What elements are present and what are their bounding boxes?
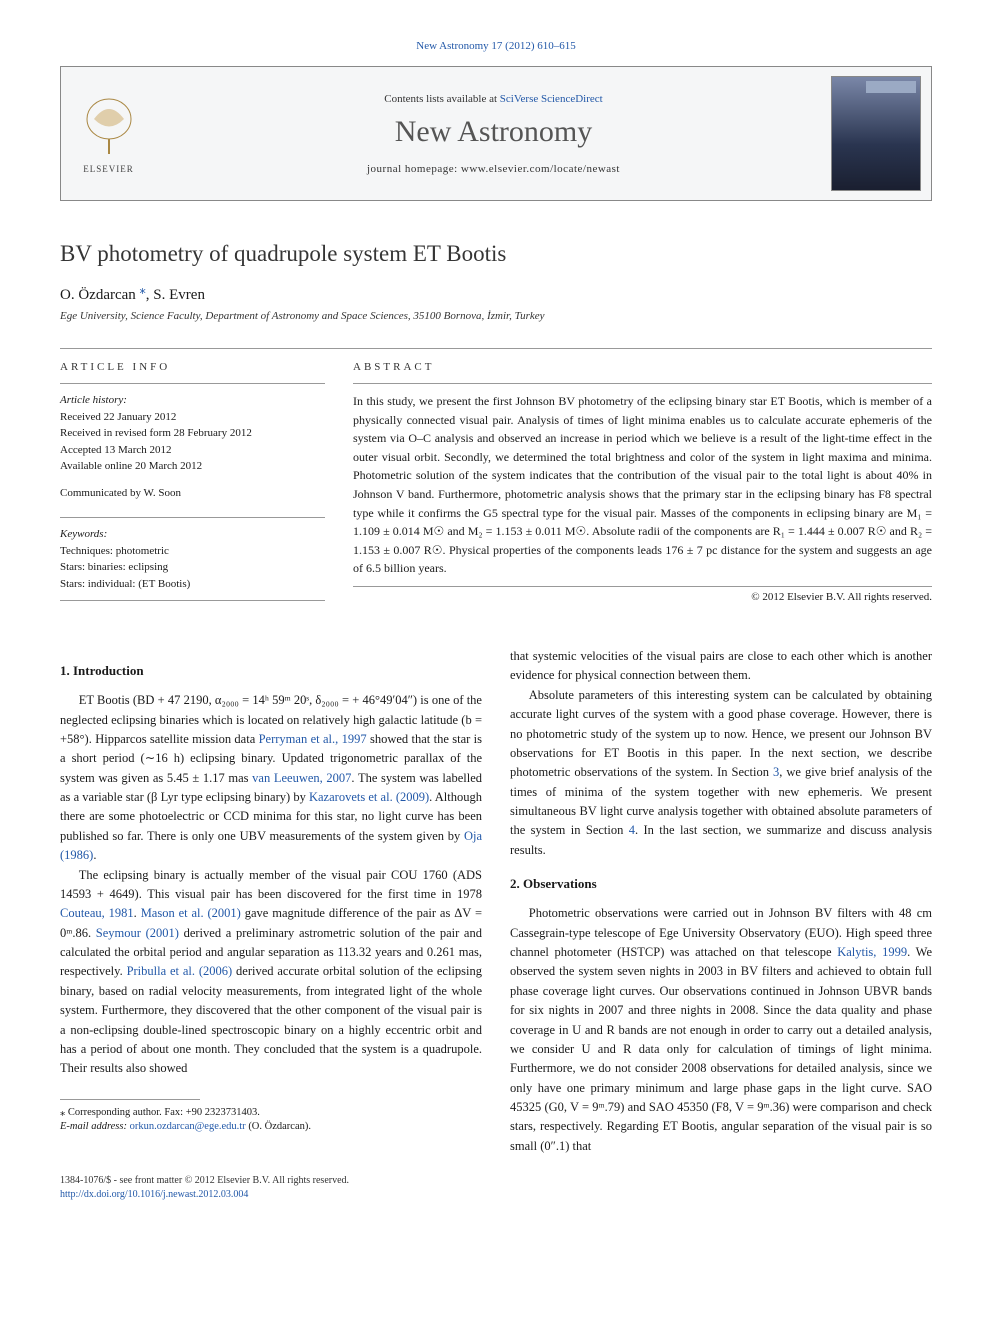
- author-rest: , S. Evren: [146, 287, 205, 303]
- section-1-heading: 1. Introduction: [60, 661, 482, 681]
- tree-icon: [79, 94, 139, 164]
- page-root: New Astronomy 17 (2012) 610–615 ELSEVIER…: [0, 0, 992, 1242]
- top-citation: New Astronomy 17 (2012) 610–615: [60, 40, 932, 52]
- sciencedirect-link[interactable]: SciVerse ScienceDirect: [500, 93, 603, 105]
- section-2-heading: 2. Observations: [510, 874, 932, 894]
- contents-available: Contents lists available at SciVerse Sci…: [156, 93, 831, 105]
- homepage-url[interactable]: www.elsevier.com/locate/newast: [461, 163, 620, 175]
- text: . We observed the system seven nights in…: [510, 945, 932, 1153]
- contents-prefix: Contents lists available at: [384, 93, 499, 105]
- keyword: Techniques: photometric: [60, 543, 325, 560]
- affiliation: Ege University, Science Faculty, Departm…: [60, 310, 932, 322]
- ref-link[interactable]: Pribulla et al. (2006): [127, 964, 233, 978]
- body-paragraph: ET Bootis (BD + 47 2190, α₂₀₀₀ = 14ʰ 59ᵐ…: [60, 691, 482, 865]
- journal-homepage: journal homepage: www.elsevier.com/locat…: [156, 163, 831, 175]
- author-1: O. Özdarcan: [60, 287, 140, 303]
- history-label: Article history:: [60, 392, 325, 409]
- abstract-column: abstract In this study, we present the f…: [353, 361, 932, 617]
- ref-link[interactable]: Perryman et al., 1997: [259, 732, 367, 746]
- divider: [60, 348, 932, 349]
- email-tail: (O. Özdarcan).: [246, 1121, 311, 1132]
- header-center: Contents lists available at SciVerse Sci…: [156, 93, 831, 175]
- email-link[interactable]: orkun.ozdarcan@ege.edu.tr: [130, 1121, 246, 1132]
- ref-link[interactable]: Seymour (2001): [96, 926, 179, 940]
- communicated-by: Communicated by W. Soon: [60, 485, 325, 502]
- elsevier-logo: ELSEVIER: [61, 67, 156, 200]
- received-date: Received 22 January 2012: [60, 409, 325, 426]
- body-paragraph: Photometric observations were carried ou…: [510, 904, 932, 1156]
- authors: O. Özdarcan ⁎, S. Evren: [60, 281, 932, 304]
- accepted-date: Accepted 13 March 2012: [60, 442, 325, 459]
- article-title: BV photometry of quadrupole system ET Bo…: [60, 241, 932, 267]
- article-info-column: article info Article history: Received 2…: [60, 361, 325, 617]
- body-paragraph: that systemic velocities of the visual p…: [510, 647, 932, 686]
- revised-date: Received in revised form 28 February 201…: [60, 425, 325, 442]
- abstract-text: In this study, we present the first John…: [353, 383, 932, 587]
- elsevier-label: ELSEVIER: [83, 164, 134, 174]
- footnotes: ⁎ Corresponding author. Fax: +90 2323731…: [60, 1106, 482, 1135]
- article-history: Article history: Received 22 January 201…: [60, 383, 325, 501]
- corresponding-footnote: ⁎ Corresponding author. Fax: +90 2323731…: [60, 1106, 482, 1121]
- ref-link[interactable]: Couteau, 1981: [60, 906, 134, 920]
- ref-link[interactable]: Mason et al. (2001): [141, 906, 241, 920]
- text: derived accurate orbital solution of the…: [60, 964, 482, 1075]
- email-footnote: E-mail address: orkun.ozdarcan@ege.edu.t…: [60, 1120, 482, 1135]
- keywords-label: Keywords:: [60, 526, 325, 543]
- footnote-separator: [60, 1099, 200, 1100]
- ref-link[interactable]: Kazarovets et al. (2009): [309, 790, 429, 804]
- body-paragraph: Absolute parameters of this interesting …: [510, 686, 932, 860]
- doi-link[interactable]: http://dx.doi.org/10.1016/j.newast.2012.…: [60, 1188, 932, 1202]
- text: .: [93, 848, 96, 862]
- text: The eclipsing binary is actually member …: [60, 868, 482, 901]
- ref-link[interactable]: Kalytis, 1999: [837, 945, 907, 959]
- body-columns: 1. Introduction ET Bootis (BD + 47 2190,…: [60, 647, 932, 1156]
- ref-link[interactable]: van Leeuwen, 2007: [252, 771, 351, 785]
- article-info-heading: article info: [60, 361, 325, 373]
- journal-name: New Astronomy: [156, 115, 831, 149]
- keyword: Stars: individual: (ET Bootis): [60, 576, 325, 593]
- journal-cover-thumbnail: [831, 76, 921, 191]
- keywords-block: Keywords: Techniques: photometric Stars:…: [60, 517, 325, 601]
- front-matter-line: 1384-1076/$ - see front matter © 2012 El…: [60, 1174, 932, 1188]
- abstract-heading: abstract: [353, 361, 932, 373]
- keyword: Stars: binaries: eclipsing: [60, 559, 325, 576]
- email-label: E-mail address:: [60, 1121, 130, 1132]
- meta-abstract-row: article info Article history: Received 2…: [60, 361, 932, 617]
- body-paragraph: The eclipsing binary is actually member …: [60, 866, 482, 1079]
- footer-bar: 1384-1076/$ - see front matter © 2012 El…: [60, 1174, 932, 1202]
- journal-header: ELSEVIER Contents lists available at Sci…: [60, 66, 932, 201]
- online-date: Available online 20 March 2012: [60, 458, 325, 475]
- text: .: [134, 906, 141, 920]
- abstract-copyright: © 2012 Elsevier B.V. All rights reserved…: [353, 591, 932, 603]
- homepage-prefix: journal homepage:: [367, 163, 461, 175]
